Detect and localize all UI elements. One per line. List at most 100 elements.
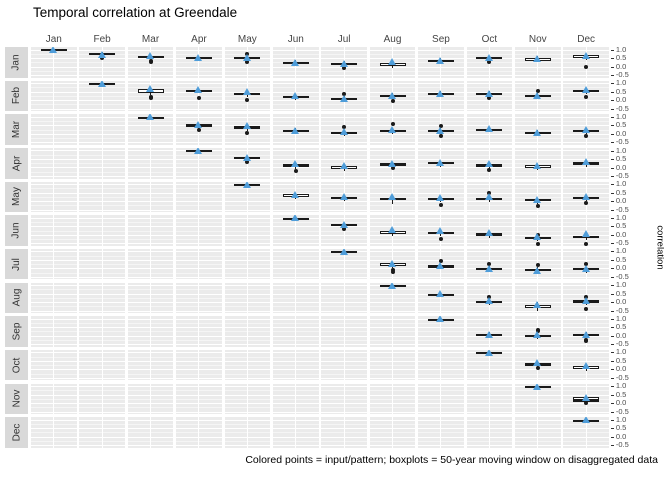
y-tick-label: 0.5 <box>615 120 627 130</box>
facet-row-strip-jun: Jun <box>5 215 28 246</box>
y-tick-label: 0.5 <box>615 322 627 332</box>
pattern-point <box>581 52 590 59</box>
facet-col-label-mar: Mar <box>141 34 160 45</box>
y-tick-mark <box>610 234 614 236</box>
facet-panel <box>563 114 609 145</box>
pattern-point <box>533 383 542 390</box>
y-tick-label: 0.0 <box>615 364 627 374</box>
facet-panel <box>321 282 367 314</box>
facet-panel <box>79 282 125 314</box>
facet-panel <box>176 248 222 280</box>
gridline-vertical <box>150 417 152 448</box>
boxplot-outlier <box>535 88 540 93</box>
boxplot-outlier <box>438 237 443 242</box>
gridline-vertical <box>53 181 55 213</box>
facet-panel <box>369 215 416 246</box>
y-tick-label: 0.0 <box>615 196 627 206</box>
gridline-vertical <box>537 417 539 448</box>
facet-row-strip-apr: Apr <box>5 147 28 179</box>
y-tick-mark <box>610 66 614 68</box>
facet-row-strip-sep: Sep <box>5 316 28 347</box>
facet-panel <box>176 417 222 448</box>
facet-row-label: Feb <box>10 87 22 105</box>
pattern-point <box>484 264 493 272</box>
facet-panel <box>466 417 513 448</box>
facet-panel <box>224 147 271 179</box>
y-tick-label: 0.5 <box>615 221 627 231</box>
facet-panel <box>127 282 174 314</box>
facet-panel <box>515 349 561 381</box>
gridline-vertical <box>101 114 103 145</box>
pattern-point <box>194 86 203 94</box>
y-tick-mark <box>610 217 614 219</box>
pattern-point <box>339 127 348 135</box>
pattern-point <box>484 160 493 168</box>
facet-panel <box>224 248 271 280</box>
y-tick-mark <box>610 251 614 253</box>
facet-panel <box>515 80 561 112</box>
gridline-vertical <box>343 383 345 415</box>
y-tick-mark <box>610 226 614 228</box>
facet-panel <box>127 47 174 78</box>
facet-row-strip-jan: Jan <box>5 47 28 78</box>
gridline-vertical <box>295 215 297 246</box>
facet-panel <box>515 383 561 415</box>
gridline-vertical <box>295 316 297 347</box>
gridline-vertical <box>101 383 103 415</box>
gridline-vertical <box>246 417 248 448</box>
facet-panel <box>79 316 125 347</box>
y-tick-label: 0.0 <box>615 229 627 239</box>
facet-panel <box>369 147 416 179</box>
facet-panel <box>79 47 125 78</box>
facet-panel <box>273 417 319 448</box>
y-tick-label: 1.0 <box>615 212 627 222</box>
y-tick-label: 1.0 <box>615 246 627 256</box>
pattern-point <box>533 330 542 338</box>
facet-row-strip-dec: Dec <box>5 417 28 448</box>
y-tick-mark <box>610 209 614 211</box>
pattern-point <box>533 128 542 136</box>
facet-panel <box>418 114 464 145</box>
y-tick-mark <box>610 310 614 312</box>
facet-panel <box>515 417 561 448</box>
gridline-vertical <box>150 147 152 179</box>
facet-panel <box>79 417 125 448</box>
pattern-point <box>146 114 155 121</box>
facet-panel <box>369 248 416 280</box>
y-tick-mark <box>610 335 614 337</box>
facet-panel <box>321 114 367 145</box>
boxplot-outlier <box>535 203 540 208</box>
facet-panel <box>224 383 271 415</box>
facet-panel <box>563 282 609 314</box>
facet-panel <box>563 181 609 213</box>
facet-panel <box>466 215 513 246</box>
pattern-point <box>436 159 445 167</box>
y-tick-mark <box>610 75 614 77</box>
facet-panel <box>224 215 271 246</box>
facet-panel <box>321 383 367 415</box>
boxplot-outlier <box>487 294 492 299</box>
facet-col-label-feb: Feb <box>93 34 111 45</box>
y-tick-label: -0.5 <box>615 339 629 349</box>
facet-panel <box>466 282 513 314</box>
pattern-point <box>533 54 542 62</box>
y-tick-label: 1.0 <box>615 381 627 391</box>
facet-row-label: Nov <box>10 389 22 408</box>
y-tick-label: 1.0 <box>615 280 627 290</box>
facet-panel <box>79 349 125 381</box>
boxplot-outlier <box>342 125 347 130</box>
y-tick-label: -0.5 <box>615 271 629 281</box>
y-tick-mark <box>610 100 614 102</box>
y-tick-label: 1.0 <box>615 414 627 424</box>
facet-panel <box>31 282 77 314</box>
y-tick-mark <box>610 142 614 144</box>
facet-panel <box>466 349 513 381</box>
y-tick-mark <box>610 159 614 160</box>
pattern-point <box>146 52 155 60</box>
boxplot-outlier <box>245 130 250 135</box>
facet-panel <box>176 215 222 246</box>
facet-panel <box>369 80 416 112</box>
pattern-point <box>484 89 493 97</box>
y-tick-label: 0.0 <box>615 61 627 71</box>
y-tick-label: -0.5 <box>615 204 629 214</box>
